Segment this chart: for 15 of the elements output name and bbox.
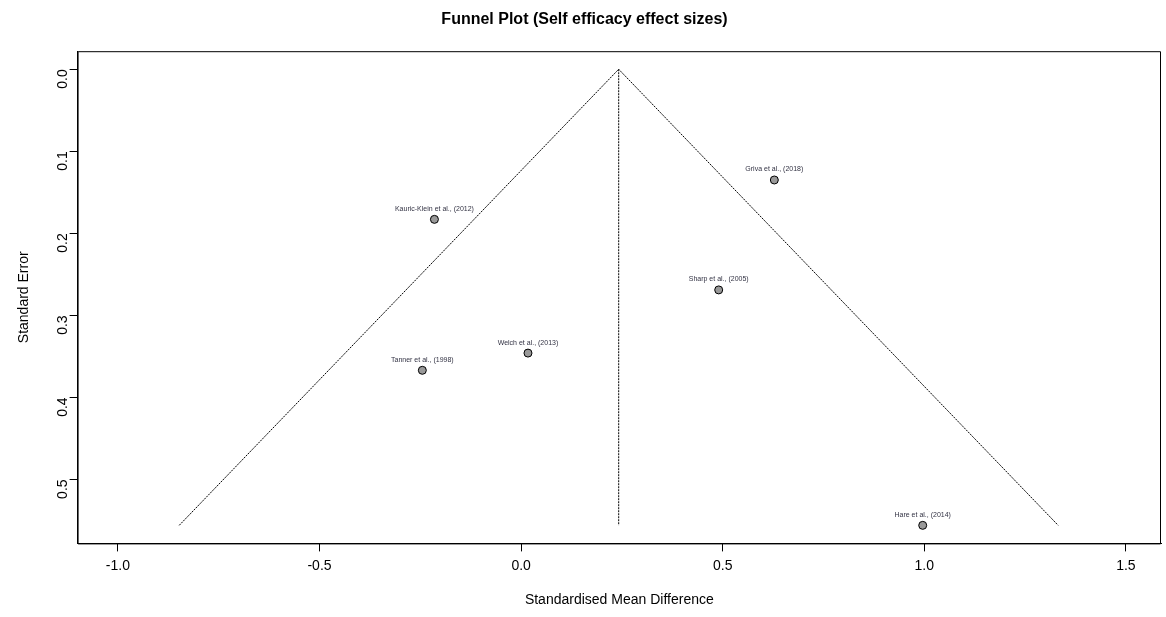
x-tick-label: 1.0 (914, 556, 935, 573)
y-tick-label: 0.0 (54, 69, 71, 89)
x-tick-label: 0.0 (511, 556, 532, 573)
y-axis-title: Standard Error (15, 251, 32, 344)
x-axis-title: Standardised Mean Difference (524, 591, 714, 608)
y-tick-label: 0.5 (54, 479, 71, 499)
chart-title: Funnel Plot (Self efficacy effect sizes) (441, 10, 728, 28)
y-tick-label: 0.4 (54, 397, 71, 417)
x-tick-label: -1.0 (105, 556, 131, 573)
y-tick-label: 0.2 (54, 233, 71, 253)
x-tick-label: -0.5 (307, 556, 332, 573)
x-tick-label: 1.5 (1116, 556, 1136, 573)
y-tick-label: 0.1 (54, 151, 71, 171)
y-tick-label: 0.3 (54, 315, 71, 335)
x-tick-label: 0.5 (712, 556, 733, 573)
